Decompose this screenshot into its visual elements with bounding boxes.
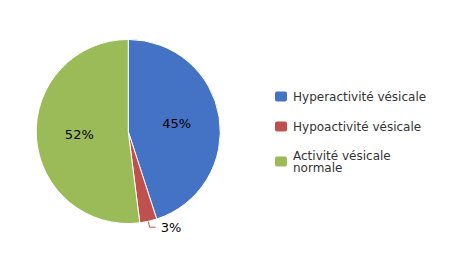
- svg-text:Hypoactivité vésicale: Hypoactivité vésicale: [293, 120, 421, 134]
- svg-text:Hyperactivité vésicale: Hyperactivité vésicale: [293, 90, 426, 104]
- svg-text:3%: 3%: [161, 220, 182, 235]
- svg-text:52%: 52%: [65, 127, 94, 142]
- svg-text:Activité vésicale: Activité vésicale: [293, 148, 391, 163]
- svg-text:normale: normale: [293, 161, 342, 175]
- svg-text:45%: 45%: [162, 116, 191, 131]
